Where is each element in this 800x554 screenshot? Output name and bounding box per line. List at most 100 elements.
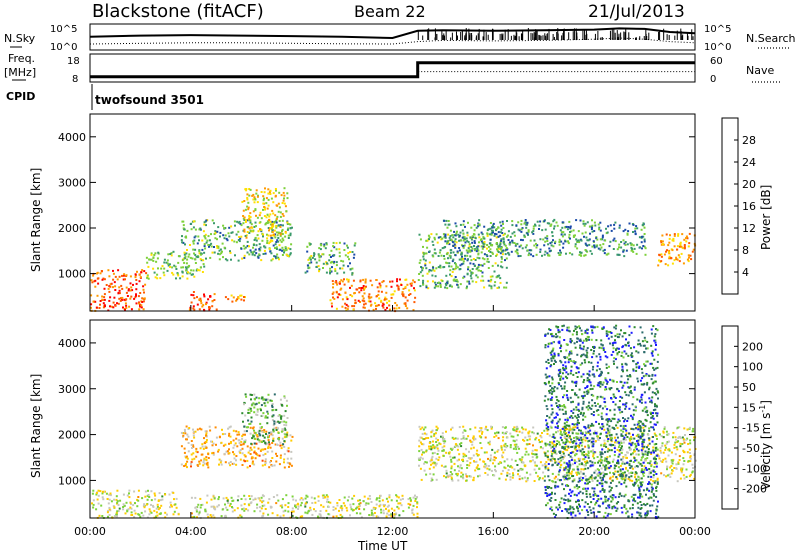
- power-cell: [246, 231, 249, 233]
- power-cell: [524, 221, 527, 224]
- velocity-cell: [96, 498, 99, 501]
- velocity-cell: [253, 450, 256, 453]
- velocity-cell: [594, 461, 597, 464]
- velocity-cell: [117, 504, 120, 506]
- velocity-cell: [546, 429, 549, 432]
- power-cell: [554, 242, 556, 245]
- velocity-cell: [626, 374, 629, 377]
- power-cell: [203, 308, 205, 311]
- velocity-cell: [628, 407, 631, 410]
- power-cell: [363, 287, 366, 290]
- velocity-cell: [604, 378, 607, 381]
- velocity-cell: [546, 443, 549, 446]
- power-cell: [424, 262, 427, 265]
- velocity-cell: [567, 498, 570, 501]
- velocity-cell: [604, 511, 607, 514]
- velocity-cell: [521, 477, 524, 480]
- power-cell: [253, 201, 256, 204]
- velocity-cell: [212, 453, 215, 456]
- power-cell: [584, 249, 587, 251]
- power-cell: [315, 261, 318, 264]
- velocity-cell: [250, 394, 253, 396]
- power-cell: [439, 236, 442, 238]
- velocity-cell: [241, 464, 244, 466]
- velocity-cell: [360, 516, 363, 519]
- velocity-cell: [592, 414, 595, 417]
- power-cell: [464, 257, 467, 260]
- velocity-cell: [367, 497, 370, 500]
- power-cell: [463, 237, 466, 240]
- velocity-cell: [116, 500, 119, 503]
- velocity-cell: [549, 365, 552, 368]
- velocity-cell: [489, 454, 492, 457]
- velocity-cell: [278, 421, 281, 424]
- power-cell: [564, 240, 567, 243]
- velocity-cell: [553, 447, 556, 450]
- velocity-cell: [502, 439, 504, 442]
- power-cell: [439, 249, 442, 252]
- velocity-cell: [610, 437, 612, 440]
- velocity-cell: [125, 501, 128, 504]
- velocity-cell: [396, 505, 399, 508]
- velocity-cell: [261, 494, 264, 497]
- velocity-cell: [691, 430, 694, 433]
- velocity-cell: [667, 454, 670, 457]
- velocity-cell: [420, 436, 423, 439]
- power-cell: [279, 211, 282, 214]
- velocity-cell: [191, 458, 194, 461]
- velocity-cell: [291, 435, 294, 438]
- power-cell: [509, 241, 511, 244]
- power-cell: [470, 259, 473, 262]
- power-cell: [243, 256, 246, 259]
- velocity-cell: [284, 433, 287, 436]
- power-cell: [680, 245, 683, 248]
- velocity-cell: [435, 425, 438, 428]
- velocity-cell: [137, 513, 140, 516]
- power-cell: [458, 258, 461, 261]
- velocity-cell: [419, 428, 422, 431]
- power-cell: [266, 222, 269, 225]
- power-cell: [578, 253, 581, 256]
- power-cell: [470, 238, 473, 241]
- velocity-cell: [670, 461, 673, 463]
- velocity-cell: [257, 447, 260, 450]
- power-cell: [449, 229, 452, 232]
- velocity-cell: [262, 431, 265, 433]
- power-cell: [686, 237, 689, 240]
- velocity-cell: [639, 435, 642, 438]
- velocity-cell: [414, 494, 416, 497]
- velocity-cell: [572, 381, 575, 384]
- velocity-cell: [635, 478, 638, 481]
- power-cell: [473, 233, 476, 236]
- velocity-cell: [193, 436, 196, 439]
- power-cell: [218, 253, 221, 256]
- power-cell: [262, 233, 264, 236]
- velocity-cell: [613, 464, 616, 467]
- velocity-cell: [200, 428, 203, 431]
- velocity-cell: [164, 511, 167, 514]
- power-cell: [505, 235, 508, 238]
- velocity-cell: [469, 440, 472, 443]
- power-cell: [526, 221, 529, 224]
- velocity-cell: [559, 430, 562, 433]
- power-cell: [199, 297, 202, 300]
- velocity-cell: [642, 426, 645, 429]
- velocity-cell: [295, 506, 297, 509]
- power-cell: [310, 261, 313, 264]
- velocity-cell: [168, 493, 171, 496]
- power-cell: [505, 281, 508, 284]
- velocity-cell: [430, 448, 433, 451]
- velocity-cell: [253, 451, 256, 454]
- power-cell: [263, 245, 266, 248]
- power-cell: [234, 254, 236, 257]
- velocity-cell: [433, 433, 436, 436]
- power-cell: [470, 246, 473, 248]
- velocity-cell: [260, 426, 263, 429]
- power-cell: [493, 226, 496, 229]
- power-cell: [231, 300, 234, 303]
- power-cell: [412, 279, 415, 282]
- velocity-cell: [557, 406, 560, 409]
- velocity-cell: [529, 473, 532, 476]
- velocity-cell: [443, 475, 445, 478]
- velocity-cell: [609, 388, 612, 391]
